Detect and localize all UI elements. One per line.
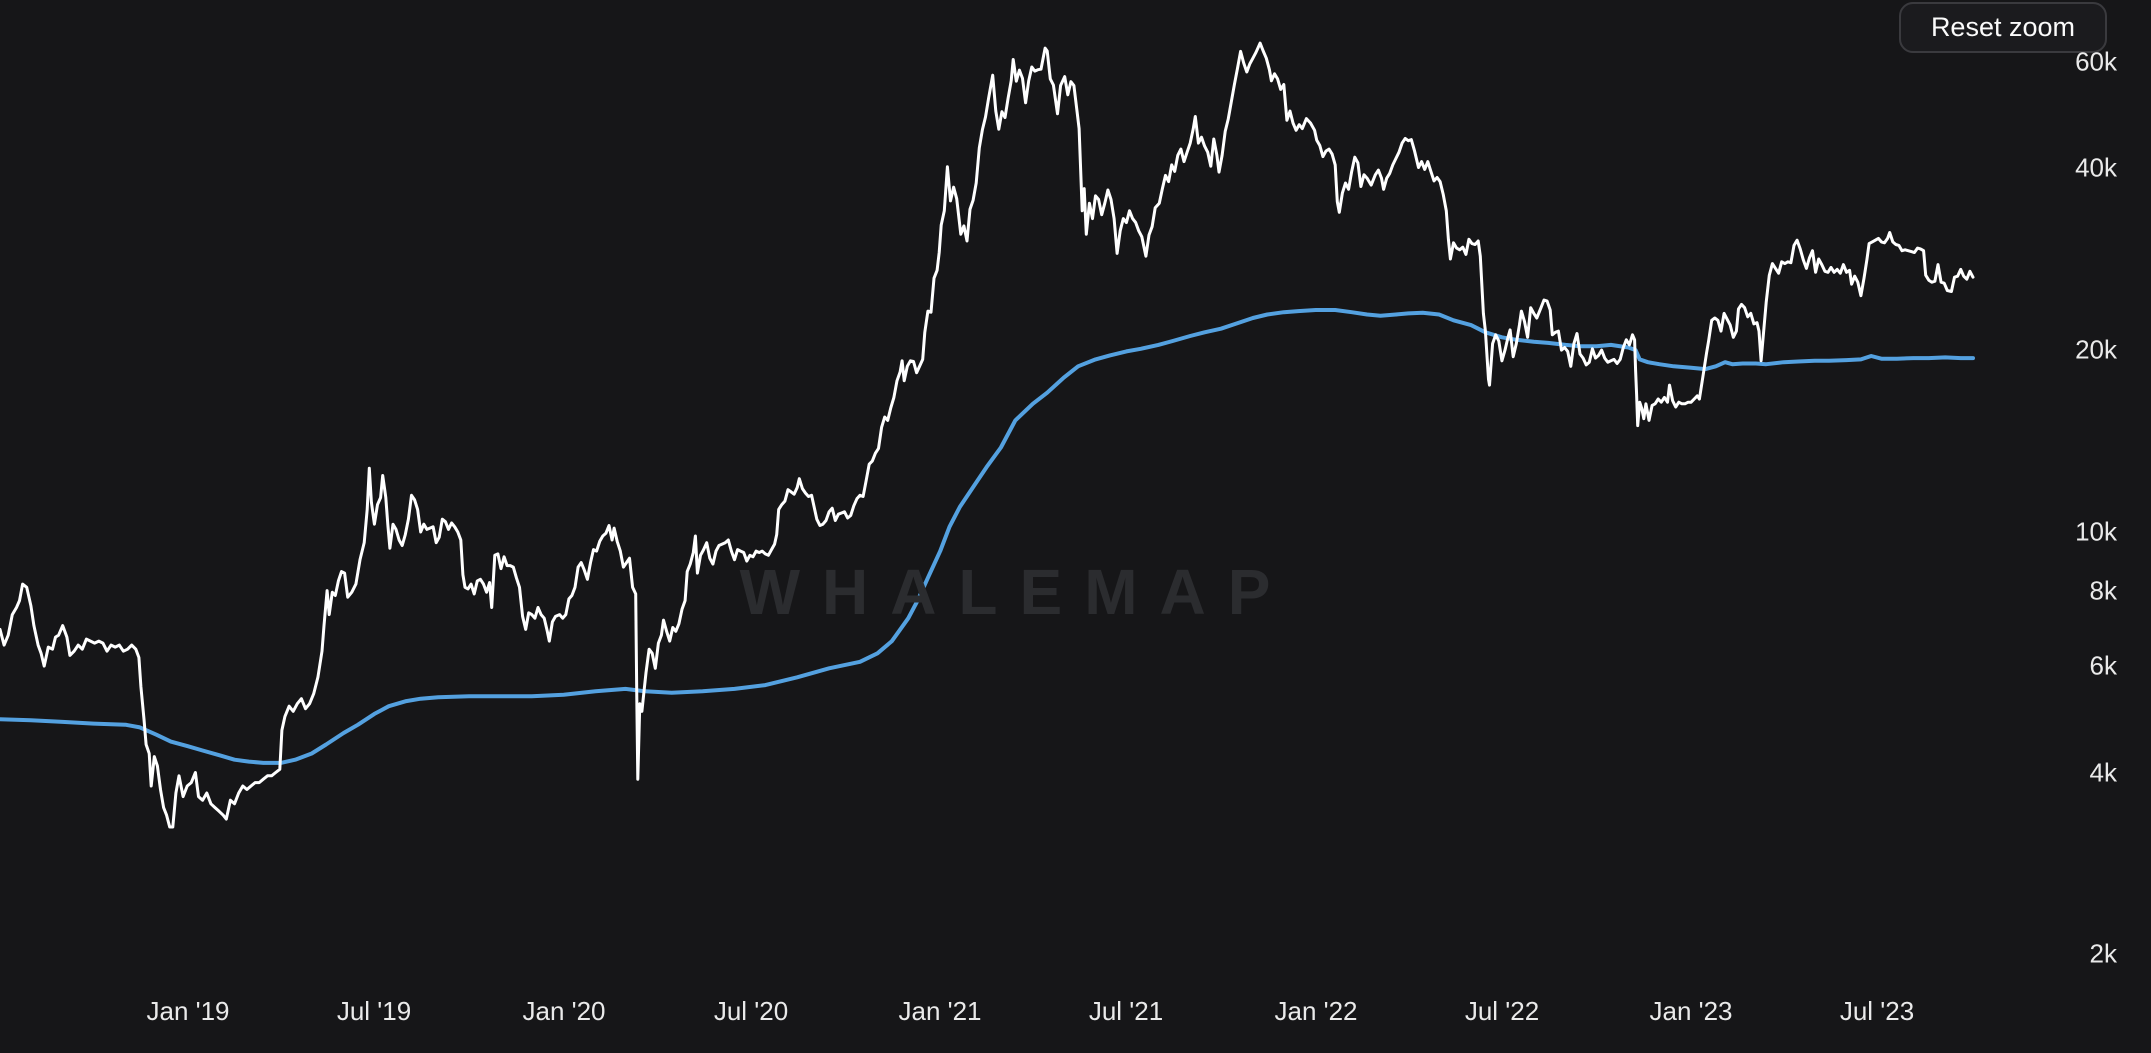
x-axis-tick-label: Jul '23 [1839, 996, 1915, 1026]
x-axis-tick-label: Jan '23 [1649, 996, 1733, 1026]
y-axis-tick-label: 20k [2075, 334, 2117, 365]
reset-zoom-button[interactable]: Reset zoom [1898, 2, 2107, 53]
y-axis-tick-label: 60k [2075, 46, 2117, 77]
average-line-series [0, 308, 1975, 765]
x-axis-tick-label: Jul '21 [1088, 996, 1164, 1026]
y-axis-tick-label: 40k [2075, 152, 2117, 183]
x-axis-tick-label: Jan '19 [146, 996, 230, 1026]
price-line-series [0, 41, 1975, 829]
x-axis-tick-label: Jan '20 [522, 996, 606, 1026]
x-axis-tick-label: Jul '22 [1464, 996, 1540, 1026]
x-axis-tick-label: Jul '19 [336, 996, 412, 1026]
y-axis-tick-label: 4k [2089, 757, 2117, 788]
whalemap-watermark: WHALEMAP [739, 556, 1293, 628]
y-axis-tick-label: 10k [2075, 516, 2117, 547]
y-axis-tick-label: 2k [2089, 938, 2117, 969]
x-axis-tick-label: Jan '21 [898, 996, 982, 1026]
y-axis-tick-label: 6k [2089, 650, 2117, 681]
y-axis-tick-label: 8k [2089, 575, 2117, 606]
x-axis-tick-label: Jul '20 [713, 996, 789, 1026]
x-axis-tick-label: Jan '22 [1274, 996, 1358, 1026]
